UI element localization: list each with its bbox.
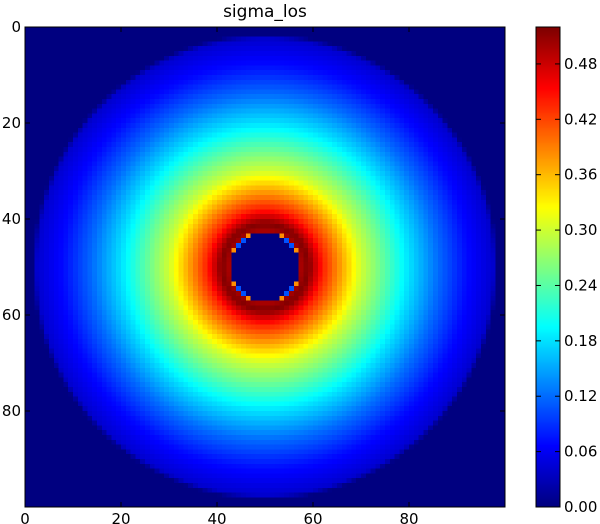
colorbar-ticks: 0.00 0.06 0.12 0.18 0.24 0.30 0.36 0.42 0.48 — [536, 55, 597, 516]
plot-frame — [24, 26, 506, 508]
colorbar-tick-label: 0.06 — [564, 443, 597, 461]
colorbar-tick-label: 0.00 — [564, 498, 597, 516]
x-tick-label: 20 — [111, 510, 130, 524]
y-axis-ticks: 0 20 40 60 80 — [2, 18, 505, 420]
y-tick-label: 60 — [2, 306, 21, 324]
colorbar-tick-label: 0.36 — [564, 166, 597, 184]
x-tick-label: 80 — [399, 510, 418, 524]
y-tick-label: 80 — [2, 402, 21, 420]
heatmap-image — [25, 27, 505, 507]
y-tick-label: 20 — [2, 114, 21, 132]
y-tick-label: 40 — [2, 210, 21, 228]
y-tick-label: 0 — [11, 18, 21, 36]
x-tick-label: 60 — [303, 510, 322, 524]
colorbar-tick-label: 0.48 — [564, 55, 597, 73]
colorbar-gradient — [536, 27, 560, 507]
colorbar-tick-label: 0.42 — [564, 110, 597, 128]
chart-title: sigma_los — [223, 2, 307, 22]
colorbar-tick-label: 0.12 — [564, 387, 597, 405]
x-tick-label: 40 — [207, 510, 226, 524]
colorbar-frame — [535, 26, 561, 508]
x-axis-ticks: 0 20 40 60 80 — [20, 27, 419, 524]
colorbar-tick-label: 0.18 — [564, 332, 597, 350]
colorbar-tick-label: 0.24 — [564, 276, 597, 294]
x-tick-label: 0 — [20, 510, 30, 524]
colorbar-tick-label: 0.30 — [564, 221, 597, 239]
